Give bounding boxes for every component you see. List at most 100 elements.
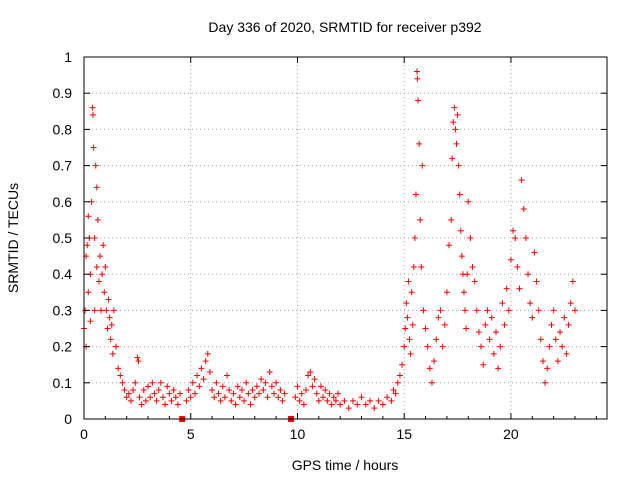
data-point — [215, 390, 222, 397]
data-point — [194, 372, 201, 379]
x-tick-label: 15 — [396, 426, 412, 442]
data-point — [200, 376, 207, 383]
data-point — [107, 336, 114, 343]
data-point — [164, 383, 171, 390]
x-tick-label: 5 — [187, 426, 195, 442]
data-point — [322, 387, 329, 394]
data-point — [273, 379, 280, 386]
data-point — [234, 383, 241, 390]
data-point — [406, 336, 413, 343]
data-point — [490, 350, 497, 357]
data-point — [443, 289, 450, 296]
data-point — [251, 394, 258, 401]
data-point — [125, 390, 132, 397]
y-tick-label: 0.6 — [53, 194, 73, 210]
data-point — [548, 321, 555, 328]
data-point — [119, 379, 126, 386]
data-point — [127, 397, 134, 404]
data-point — [525, 271, 532, 278]
data-point — [473, 307, 480, 314]
data-point — [428, 379, 435, 386]
data-point — [465, 198, 472, 205]
data-point — [247, 401, 254, 408]
data-point — [507, 256, 514, 263]
data-point — [412, 191, 419, 198]
data-point — [117, 372, 124, 379]
data-point — [480, 361, 487, 368]
data-point — [422, 325, 429, 332]
data-point — [403, 300, 410, 307]
data-point — [303, 387, 310, 394]
data-point — [435, 314, 442, 321]
y-tick-label: 0.5 — [53, 230, 73, 246]
data-point — [135, 358, 142, 365]
data-point — [431, 358, 438, 365]
data-point — [458, 253, 465, 260]
data-point — [243, 379, 250, 386]
data-point — [307, 368, 314, 375]
data-point — [516, 285, 523, 292]
data-point — [262, 379, 269, 386]
data-point — [512, 235, 519, 241]
data-point — [103, 307, 110, 314]
data-point — [138, 401, 145, 408]
data-point — [392, 390, 399, 397]
data-point — [93, 184, 100, 191]
data-point — [488, 314, 495, 321]
data-point — [335, 390, 342, 397]
data-point — [554, 358, 561, 365]
data-point — [495, 365, 502, 372]
data-point — [162, 401, 169, 408]
data-point — [414, 68, 421, 75]
data-point — [189, 379, 196, 386]
data-point — [522, 235, 529, 241]
data-point — [177, 390, 184, 397]
data-point — [418, 263, 425, 270]
data-point — [221, 394, 228, 401]
data-point — [102, 263, 109, 270]
data-point — [305, 372, 312, 379]
data-point — [499, 300, 506, 307]
data-point — [298, 390, 305, 397]
data-point — [505, 307, 512, 314]
data-point — [91, 235, 98, 241]
data-point — [294, 383, 301, 390]
data-point — [264, 394, 271, 401]
data-point — [292, 394, 299, 401]
data-point — [463, 325, 470, 332]
data-point — [317, 383, 324, 390]
data-point — [109, 350, 116, 357]
data-point — [198, 365, 205, 372]
x-tick-label: 0 — [80, 426, 88, 442]
data-point — [409, 321, 416, 328]
data-point — [260, 387, 267, 394]
data-point — [249, 387, 256, 394]
data-points — [81, 68, 578, 412]
data-point — [539, 358, 546, 365]
data-point — [89, 104, 96, 111]
data-point — [405, 278, 412, 285]
data-point — [296, 397, 303, 404]
data-point — [324, 397, 331, 404]
data-point — [501, 321, 508, 328]
data-point — [407, 350, 414, 357]
data-point — [101, 289, 108, 296]
data-point — [375, 397, 382, 404]
data-point — [85, 289, 92, 296]
data-point — [452, 126, 459, 133]
data-point — [258, 376, 265, 383]
data-point — [471, 278, 478, 285]
data-point — [514, 263, 521, 270]
data-point — [341, 397, 348, 404]
data-point — [503, 285, 510, 292]
data-point — [93, 263, 100, 270]
data-point — [91, 307, 98, 314]
y-tick-label: 0.8 — [53, 121, 73, 137]
x-axis-label: GPS time / hours — [292, 457, 399, 473]
data-point — [87, 318, 94, 325]
data-point — [326, 390, 333, 397]
data-point — [275, 394, 282, 401]
data-point — [115, 365, 122, 372]
data-point — [388, 397, 395, 404]
data-point — [396, 372, 403, 379]
